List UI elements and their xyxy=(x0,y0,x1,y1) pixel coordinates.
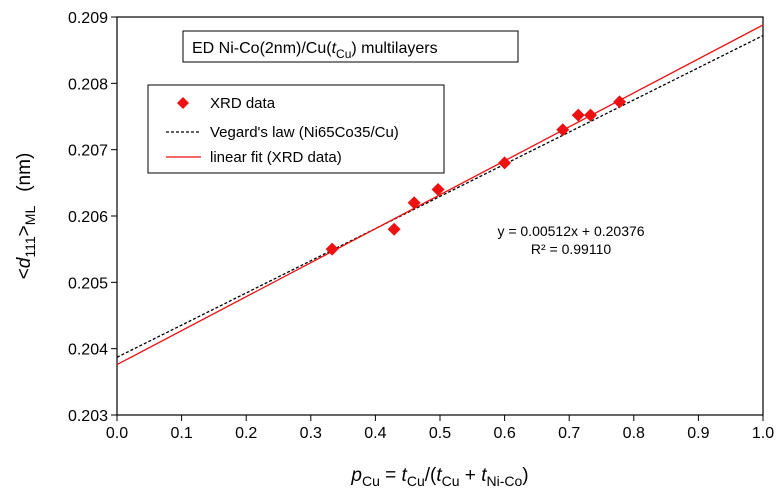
vegard-law-line xyxy=(116,34,764,358)
xrd-data-point xyxy=(431,182,445,196)
xrd-data-point xyxy=(407,196,421,210)
y-tick-label: 0.208 xyxy=(68,76,108,93)
x-tick-label: 0.0 xyxy=(106,425,128,442)
y-axis-ticks: 0.203 0.204 0.205 0.206 0.207 0.208 0.209 xyxy=(68,10,117,425)
x-tick-label: 0.2 xyxy=(235,425,257,442)
xrd-data-point xyxy=(498,156,512,170)
y-tick-label: 0.206 xyxy=(68,209,108,226)
series-lines xyxy=(116,24,764,366)
fit-r-squared: R² = 0.99110 xyxy=(531,241,612,257)
xrd-data-point xyxy=(571,108,585,122)
y-tick-label: 0.209 xyxy=(68,10,108,27)
legend-box xyxy=(147,84,445,174)
chart-title-box xyxy=(182,30,519,63)
xrd-data-point xyxy=(584,108,598,122)
legend-label-fit: linear fit (XRD data) xyxy=(210,149,342,166)
x-axis-label: pCu = tCu/(tCu + tNi-Co) xyxy=(350,465,528,489)
chart-title: ED Ni-Co(2nm)/Cu(tCu) multilayers xyxy=(192,40,438,61)
legend-label-vegard: Vegard's law (Ni65Co35/Cu) xyxy=(210,124,399,141)
xrd-data-point xyxy=(387,222,401,236)
x-axis-ticks: 0.0 0.1 0.2 0.3 0.4 0.5 0.6 0.7 0.8 0.9 1.0 xyxy=(106,415,774,442)
y-tick-label: 0.207 xyxy=(68,143,108,160)
plot-area xyxy=(116,16,764,416)
y-axis-label: <d111>ML(nm) xyxy=(14,153,38,280)
xrd-data-point xyxy=(325,242,339,256)
legend-label-xrd: XRD data xyxy=(210,95,276,112)
legend: XRD data Vegard's law (Ni65Co35/Cu) line… xyxy=(147,84,445,174)
fit-equation: y = 0.00512x + 0.20376 xyxy=(497,223,644,239)
linear-fit-line xyxy=(116,24,764,366)
x-tick-label: 0.5 xyxy=(429,425,451,442)
x-tick-label: 0.4 xyxy=(364,425,386,442)
x-tick-label: 0.9 xyxy=(687,425,709,442)
xrd-data-point xyxy=(556,123,570,137)
x-tick-label: 1.0 xyxy=(752,425,774,442)
y-tick-label: 0.205 xyxy=(68,275,108,292)
x-tick-label: 0.7 xyxy=(558,425,580,442)
x-tick-label: 0.8 xyxy=(623,425,645,442)
series-points xyxy=(325,95,627,256)
legend-marker-xrd xyxy=(177,97,189,109)
y-tick-label: 0.204 xyxy=(68,342,108,359)
x-tick-label: 0.3 xyxy=(300,425,322,442)
xrd-data-point xyxy=(613,95,627,109)
y-tick-label: 0.203 xyxy=(68,408,108,425)
x-tick-label: 0.1 xyxy=(170,425,192,442)
x-tick-label: 0.6 xyxy=(493,425,515,442)
